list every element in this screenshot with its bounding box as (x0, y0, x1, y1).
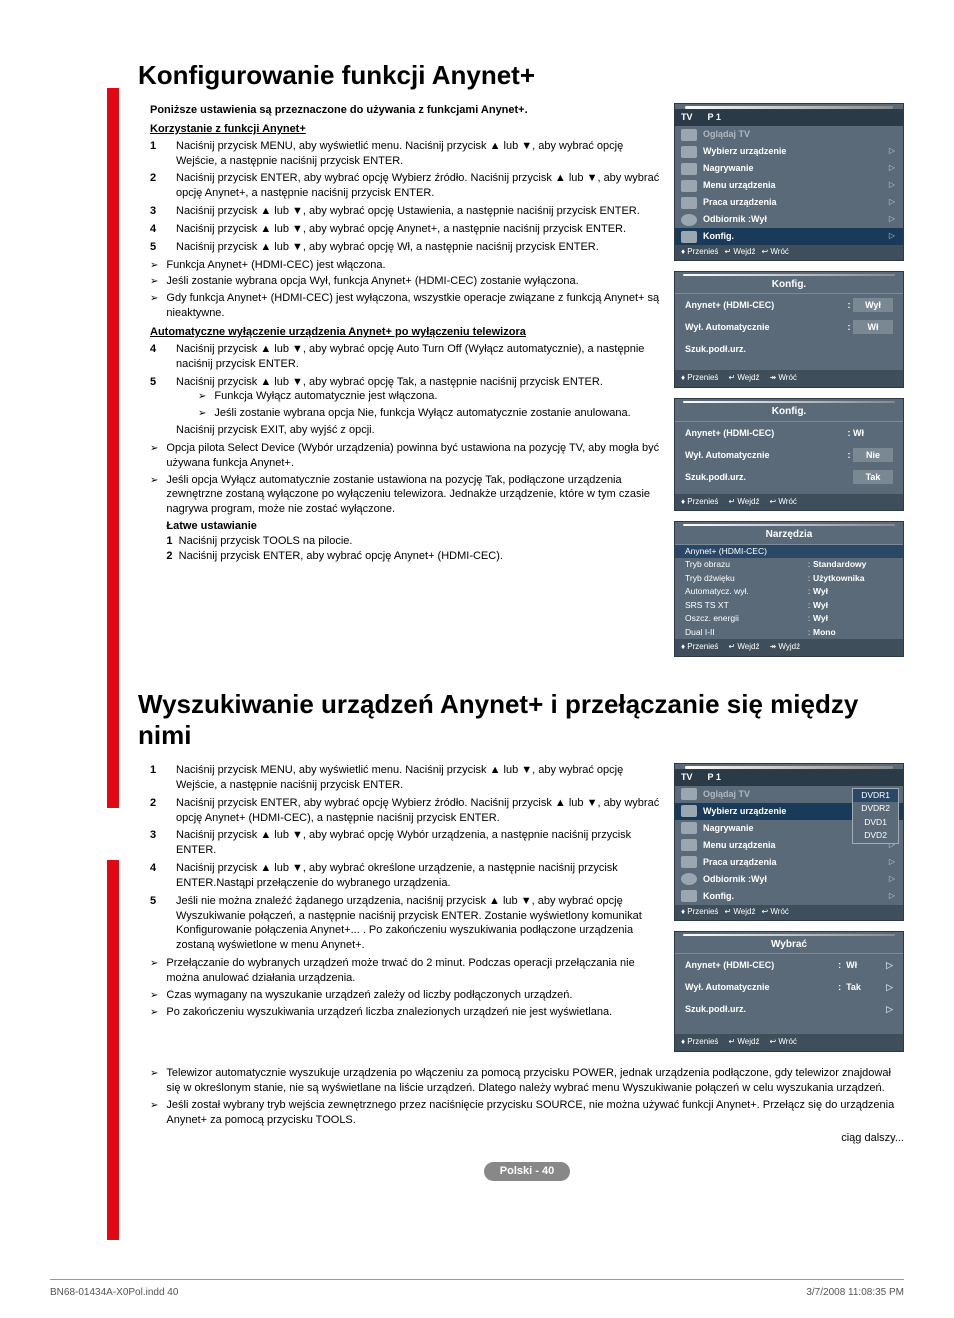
steps-2: 1Naciśnij przycisk MENU, aby wyświetlić … (150, 763, 660, 953)
osd-menu-panel-2: TV P 1 Oglądaj TV Wybierz urządzenie▷ Na… (674, 763, 904, 921)
osd-konfig-panel-1: Konfig. Anynet+ (HDMI-CEC): Wył Wył. Aut… (674, 271, 904, 388)
subhead-a: Korzystanie z funkcji Anynet+ (150, 122, 660, 137)
osd-konfig-panel-2: Konfig. Anynet+ (HDMI-CEC): Wł Wył. Auto… (674, 398, 904, 511)
device-popup: DVDR1 DVDR2 DVD1 DVD2 (852, 788, 899, 844)
osd-wybrac-panel: Wybrać Anynet+ (HDMI-CEC): Wł▷ Wył. Auto… (674, 931, 904, 1052)
continued-marker: ciąg dalszy... (150, 1131, 904, 1146)
notes-b1: Funkcja Wyłącz automatycznie jest włączo… (198, 389, 660, 421)
osd-tools-panel: Narzędzia Anynet+ (HDMI-CEC) Tryb obrazu… (674, 521, 904, 657)
steps-b: 4Naciśnij przycisk ▲ lub ▼, aby wybrać o… (150, 342, 660, 438)
notes-2-wide: Telewizor automatycznie wyszukuje urządz… (150, 1066, 904, 1127)
footer-divider (50, 1279, 904, 1280)
notes-b2: Opcja pilota Select Device (Wybór urządz… (150, 441, 660, 564)
file-meta: BN68-01434A-X0Pol.indd 40 (50, 1287, 178, 1298)
subhead-b: Automatyczne wyłączenie urządzenia Anyne… (150, 325, 660, 340)
section2-text: 1Naciśnij przycisk MENU, aby wyświetlić … (150, 763, 660, 1062)
section2-title: Wyszukiwanie urządzeń Anynet+ i przełącz… (138, 689, 904, 751)
intro-line-1: Poniższe ustawienia są przeznaczone do u… (150, 103, 660, 118)
steps-a: 1Naciśnij przycisk MENU, aby wyświetlić … (150, 139, 660, 255)
section1-title: Konfigurowanie funkcji Anynet+ (138, 60, 904, 91)
osd-menu-panel-1: TV P 1 Oglądaj TV Wybierz urządzenie▷ Na… (674, 103, 904, 261)
tv-icon (681, 129, 697, 141)
notes-a: Funkcja Anynet+ (HDMI-CEC) jest włączona… (150, 258, 660, 321)
page-pill: Polski - 40 (484, 1162, 570, 1181)
timestamp-meta: 3/7/2008 11:08:35 PM (806, 1287, 904, 1298)
accent-bar-1 (107, 88, 119, 808)
notes-2: Przełączanie do wybranych urządzeń może … (150, 956, 660, 1019)
section1-text: Poniższe ustawienia są przeznaczone do u… (150, 103, 660, 667)
easy-title: Łatwe ustawianie (166, 519, 660, 534)
gear-icon (681, 231, 697, 243)
exit-line: Naciśnij przycisk EXIT, aby wyjść z opcj… (176, 423, 660, 438)
accent-bar-2 (107, 860, 119, 1240)
